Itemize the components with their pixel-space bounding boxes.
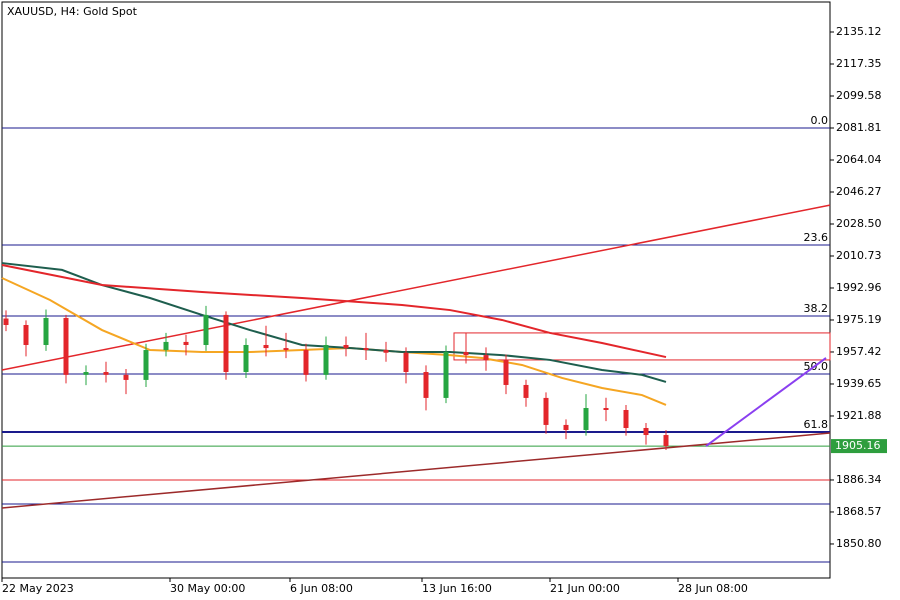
y-tick-label: 2064.04 — [836, 153, 882, 166]
x-tick-label: 30 May 00:00 — [170, 582, 245, 595]
candle-body — [523, 384, 529, 398]
candle-body — [83, 372, 89, 375]
candle-body — [543, 397, 549, 425]
fib-label: 0.0 — [811, 114, 829, 127]
x-tick-label: 6 Jun 08:00 — [290, 582, 353, 595]
candle-body — [283, 348, 289, 351]
y-tick-label: 1975.19 — [836, 313, 882, 326]
x-tick-label: 13 Jun 16:00 — [422, 582, 492, 595]
fib-label: 61.8 — [804, 418, 829, 431]
candle-body — [103, 372, 109, 375]
candle-body — [503, 359, 509, 385]
candle-body — [243, 344, 249, 373]
moving-average — [1, 262, 667, 383]
candle-body — [323, 344, 329, 375]
y-tick-label: 2099.58 — [836, 89, 882, 102]
trend-line — [705, 357, 827, 447]
candle-body — [63, 317, 69, 375]
zone — [453, 332, 831, 361]
trend-line — [1, 432, 831, 509]
candle-body — [143, 350, 149, 380]
candle-body — [383, 350, 389, 353]
x-tick-label: 21 Jun 00:00 — [550, 582, 620, 595]
candle-body — [303, 350, 309, 375]
candle-body — [603, 408, 609, 410]
candle-body — [203, 314, 209, 345]
y-tick-label: 1868.57 — [836, 505, 882, 518]
y-tick-label: 2117.35 — [836, 57, 882, 70]
chart-title: XAUUSD, H4: Gold Spot — [7, 5, 138, 18]
trend-line — [1, 204, 831, 371]
candle-body — [483, 355, 489, 360]
y-tick-label: 2028.50 — [836, 217, 882, 230]
candle-body — [263, 344, 269, 349]
candle-body — [183, 341, 189, 345]
candle-body — [403, 352, 409, 373]
candle-body — [463, 352, 469, 356]
candle-body — [423, 372, 429, 398]
plot-frame — [1, 1, 831, 579]
candle-body — [623, 409, 629, 429]
fib-label: 23.6 — [804, 231, 829, 244]
candle-body — [643, 428, 649, 436]
last-price-box — [831, 439, 887, 454]
y-tick-label: 2046.27 — [836, 185, 882, 198]
candle-body — [43, 317, 49, 345]
candle-body — [363, 348, 369, 351]
candle-body — [663, 435, 669, 447]
candle-body — [3, 318, 9, 326]
y-tick-label: 2010.73 — [836, 249, 882, 262]
y-tick-label: 1939.65 — [836, 377, 882, 390]
x-tick-label: 28 Jun 08:00 — [678, 582, 748, 595]
y-tick-label: 1921.88 — [836, 409, 882, 422]
y-tick-label: 1992.96 — [836, 281, 882, 294]
candle-body — [583, 408, 589, 430]
candle-body — [163, 341, 169, 351]
y-tick-label: 1957.42 — [836, 345, 882, 358]
y-tick-label: 2135.12 — [836, 25, 882, 38]
candle-body — [343, 344, 349, 349]
x-tick-label: 22 May 2023 — [2, 582, 74, 595]
candle-body — [23, 325, 29, 345]
candle-body — [123, 374, 129, 380]
candle-body — [443, 352, 449, 398]
candle-body — [563, 424, 569, 430]
y-tick-label: 1886.34 — [836, 473, 882, 486]
last-price-label: 1905.16 — [835, 439, 881, 452]
y-tick-label: 1850.80 — [836, 537, 882, 550]
y-tick-label: 2081.81 — [836, 121, 882, 134]
candle-body — [223, 314, 229, 373]
moving-average — [1, 264, 667, 359]
fib-label: 38.2 — [804, 302, 829, 315]
